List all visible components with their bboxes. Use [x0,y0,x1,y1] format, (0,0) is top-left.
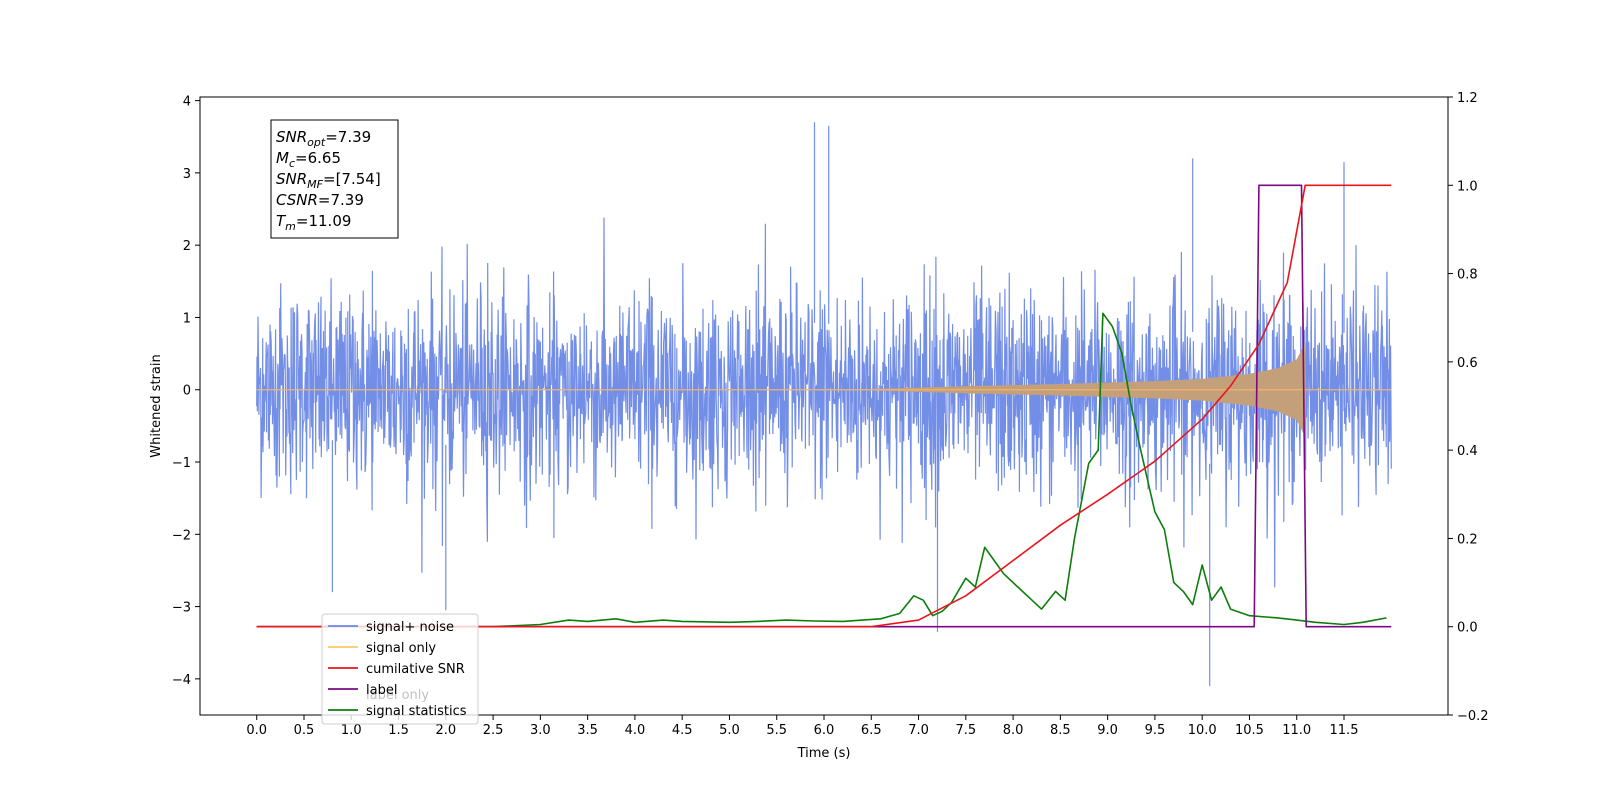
axes: 0.0 0.5 1.0 1.5 2.0 2.5 3.0 3.5 4.0 4.5 5.0 5.5 6.0 6… [149,91,1489,761]
annotation-symbol: T [276,212,287,230]
annotation-box: SNRopt=7.39Mc=6.65SNRMF=[7.54]CSNR=7.39T… [270,119,399,239]
legend-label: cumilative SNR [366,662,465,677]
y-tick-label: −3 [172,601,191,616]
series-cumulative-snr-line [256,184,1392,628]
x-tick-label: 9.5 [1145,723,1166,738]
x-tick-label: 4.0 [625,723,646,738]
y-tick-label: 0 [183,384,191,399]
annotation-value: =[7.54] [323,170,381,188]
x-tick-label: 0.0 [246,723,267,738]
x-tick-label: 5.0 [719,723,740,738]
annotation-value: =11.09 [296,212,352,230]
annotation-symbol: M [276,149,289,167]
series-label-line [256,184,1392,628]
x-tick-label: 10.0 [1188,723,1217,738]
y-axis-label: Whitened strain [149,354,164,457]
x-tick-label: 4.5 [672,723,693,738]
series-signal-statistics-line [256,312,1387,628]
x-tick-label: 8.0 [1003,723,1024,738]
annotation-subscript: c [289,157,295,170]
x-tick-label: 7.5 [955,723,976,738]
annotation-line: SNRMF=[7.54] [276,170,381,191]
x-tick-label: 2.5 [483,723,504,738]
annotation-value: =7.39 [325,128,371,146]
x-tick-label: 9.0 [1097,723,1118,738]
annotation-line: SNRopt=7.39 [276,128,371,149]
y-tick-label: 4 [183,95,191,110]
annotation-symbol: SNR [276,128,307,146]
series-signal-noise-line [256,122,1392,687]
annotation-value: =7.39 [318,191,364,209]
x-tick-label: 0.5 [294,723,315,738]
y2-tick-label: 1.0 [1457,179,1478,194]
y2-tick-label: −0.2 [1457,709,1489,724]
x-tick-label: 6.0 [814,723,835,738]
x-tick-label: 5.5 [766,723,787,738]
x-tick-label: 6.5 [861,723,882,738]
x-tick-label: 11.5 [1330,723,1359,738]
y-tick-label: −4 [172,673,191,688]
x-tick-label: 1.5 [388,723,409,738]
y2-tick-label: 0.4 [1457,444,1478,459]
y2-tick-label: 0.2 [1457,532,1478,547]
y-tick-label: 3 [183,167,191,182]
annotation-line: CSNR=7.39 [276,191,364,209]
annotation-symbol: CSNR [276,191,318,209]
x-tick-label: 7.0 [908,723,929,738]
y2-tick-label: 0.8 [1457,268,1478,283]
x-tick-label: 2.0 [435,723,456,738]
annotation-symbol: SNR [276,170,307,188]
y-tick-label: −2 [172,528,191,543]
plot-area [256,122,1392,687]
legend-label: label [366,683,397,698]
y-tick-label: 2 [183,239,191,254]
x-tick-label: 1.0 [341,723,362,738]
legend-label-faded: label only [366,688,429,703]
legend-frame [321,613,479,725]
x-tick-label: 11.0 [1282,723,1311,738]
legend-label: signal+ noise [366,620,454,635]
y2-tick-label: 0.6 [1457,356,1478,371]
legend-label: signal statistics [366,704,467,719]
y-tick-label: 1 [183,311,191,326]
annotation-subscript: MF [307,178,323,191]
annotation-subscript: m [285,220,296,233]
x-tick-label: 8.5 [1050,723,1071,738]
annotation-box-frame [270,119,399,239]
x-tick-label: 3.5 [577,723,598,738]
annotation-line: Tm=11.09 [276,212,351,233]
y2-tick-label: 0.0 [1457,621,1478,636]
x-tick-label: 3.0 [530,723,551,738]
x-axis-label: Time (s) [797,746,851,761]
x-tick-label: 10.5 [1235,723,1264,738]
y2-tick-label: 1.2 [1457,91,1478,106]
annotation-line: Mc=6.65 [276,149,341,170]
annotation-value: =6.65 [295,149,341,167]
annotation-subscript: opt [307,136,326,149]
legend-label: signal only [366,641,436,656]
y-tick-label: −1 [172,456,191,471]
legend: signal+ noise signal only cumilative SNR la… [321,613,479,725]
